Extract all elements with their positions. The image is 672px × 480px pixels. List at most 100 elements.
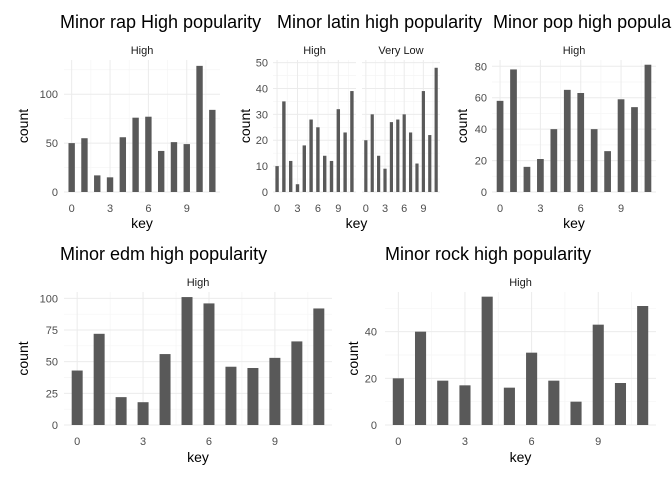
bar bbox=[481, 296, 493, 425]
x-tick-label: 9 bbox=[272, 436, 278, 448]
y-tick-label: 25 bbox=[46, 388, 58, 400]
bar bbox=[291, 341, 303, 425]
bar bbox=[389, 122, 394, 192]
x-tick-label: 0 bbox=[69, 203, 75, 215]
bar bbox=[157, 150, 165, 192]
bar bbox=[523, 166, 531, 192]
bar bbox=[225, 366, 237, 425]
chart-title: Minor edm high popularity bbox=[60, 244, 267, 264]
bar bbox=[282, 101, 286, 192]
y-tick-label: 30 bbox=[256, 109, 268, 121]
x-tick-label: 9 bbox=[595, 436, 601, 448]
bar bbox=[350, 91, 354, 192]
chart-4: Minor edm high popularity High 0 3 6 9 0 25 50 75… bbox=[15, 244, 332, 465]
bar bbox=[537, 159, 544, 192]
x-tick-label: 9 bbox=[184, 203, 190, 215]
facet-strip-label: High bbox=[303, 45, 326, 57]
bar bbox=[402, 114, 406, 192]
x-axis-title: key bbox=[187, 449, 209, 465]
x-tick-label: 0 bbox=[274, 203, 280, 215]
y-tick-label: 40 bbox=[365, 327, 377, 339]
bar bbox=[437, 380, 449, 425]
bar bbox=[496, 100, 504, 192]
x-tick-label: 0 bbox=[74, 436, 80, 448]
y-tick-label: 0 bbox=[52, 420, 58, 432]
x-axis-title: key bbox=[131, 215, 153, 231]
panel-1: High 0 3 6 9 0 50 100 bbox=[40, 45, 220, 215]
panel-1: High 0 3 6 9 0 20 40 60 80 bbox=[475, 45, 656, 215]
chart-title: Minor rap High popularity bbox=[60, 12, 261, 32]
bar bbox=[170, 142, 178, 192]
bar bbox=[396, 119, 400, 192]
bar bbox=[414, 331, 427, 425]
x-tick-label: 3 bbox=[294, 203, 300, 215]
x-tick-label: 3 bbox=[537, 203, 543, 215]
bar bbox=[604, 151, 611, 192]
bar bbox=[309, 119, 313, 192]
y-axis-title: count bbox=[15, 109, 31, 143]
bar bbox=[617, 99, 625, 192]
y-axis-title: count bbox=[345, 341, 361, 375]
x-tick-label: 6 bbox=[401, 203, 407, 215]
y-tick-label: 20 bbox=[365, 373, 377, 385]
x-tick-label: 6 bbox=[145, 203, 151, 215]
bar bbox=[247, 368, 259, 425]
facet-strip-label: Very Low bbox=[378, 45, 423, 57]
bar bbox=[71, 370, 83, 425]
x-tick-label: 0 bbox=[497, 203, 503, 215]
x-tick-label: 9 bbox=[420, 203, 426, 215]
bar bbox=[434, 67, 438, 192]
bar bbox=[364, 140, 368, 192]
bar bbox=[209, 109, 216, 192]
bar bbox=[316, 127, 320, 192]
y-tick-label: 20 bbox=[475, 156, 487, 168]
x-tick-label: 3 bbox=[107, 203, 113, 215]
bar bbox=[81, 138, 88, 192]
bar bbox=[510, 69, 517, 192]
y-tick-label: 0 bbox=[52, 187, 58, 199]
x-axis-title: key bbox=[510, 449, 532, 465]
y-tick-label: 0 bbox=[481, 187, 487, 199]
x-tick-label: 3 bbox=[382, 203, 388, 215]
bar bbox=[106, 177, 114, 192]
chart-1: Minor rap High popularity High 0 3 6 9 0 50 100 k… bbox=[15, 12, 261, 231]
bar bbox=[421, 91, 425, 192]
bar bbox=[577, 93, 585, 192]
bar bbox=[181, 297, 193, 425]
chart-5: Minor rock high popularity High 0 3 6 9 0 20 40 k… bbox=[345, 244, 656, 465]
y-tick-label: 50 bbox=[46, 138, 58, 150]
bar bbox=[137, 402, 149, 425]
x-tick-label: 6 bbox=[206, 436, 212, 448]
bar bbox=[370, 114, 374, 192]
y-tick-label: 75 bbox=[46, 325, 58, 337]
bar bbox=[428, 135, 432, 192]
y-tick-label: 10 bbox=[256, 161, 268, 173]
bar bbox=[329, 160, 334, 192]
x-tick-label: 3 bbox=[462, 436, 468, 448]
x-tick-label: 6 bbox=[315, 203, 321, 215]
y-tick-label: 60 bbox=[475, 93, 487, 105]
bar bbox=[203, 303, 215, 425]
y-tick-label: 100 bbox=[40, 293, 58, 305]
panel-2: Very Low 0 3 6 9 bbox=[362, 45, 440, 215]
bar bbox=[145, 116, 152, 192]
bar bbox=[68, 143, 75, 192]
bar bbox=[415, 163, 419, 192]
bar bbox=[459, 385, 471, 425]
bar bbox=[183, 144, 190, 192]
panel-1: High 0 3 6 9 0 20 40 bbox=[365, 277, 656, 448]
x-tick-label: 6 bbox=[578, 203, 584, 215]
bar bbox=[644, 64, 652, 192]
x-tick-label: 9 bbox=[335, 203, 341, 215]
bar bbox=[563, 89, 571, 192]
x-tick-label: 6 bbox=[529, 436, 535, 448]
bar bbox=[275, 166, 279, 192]
y-axis-title: count bbox=[15, 341, 31, 375]
x-axis-title: key bbox=[346, 215, 368, 231]
bar bbox=[196, 65, 203, 192]
y-axis-title: count bbox=[454, 109, 470, 143]
bar bbox=[119, 137, 127, 192]
bar bbox=[302, 145, 306, 192]
bar bbox=[614, 383, 627, 425]
